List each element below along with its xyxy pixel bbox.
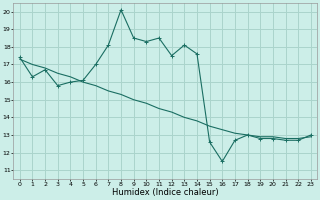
X-axis label: Humidex (Indice chaleur): Humidex (Indice chaleur) [112, 188, 219, 197]
